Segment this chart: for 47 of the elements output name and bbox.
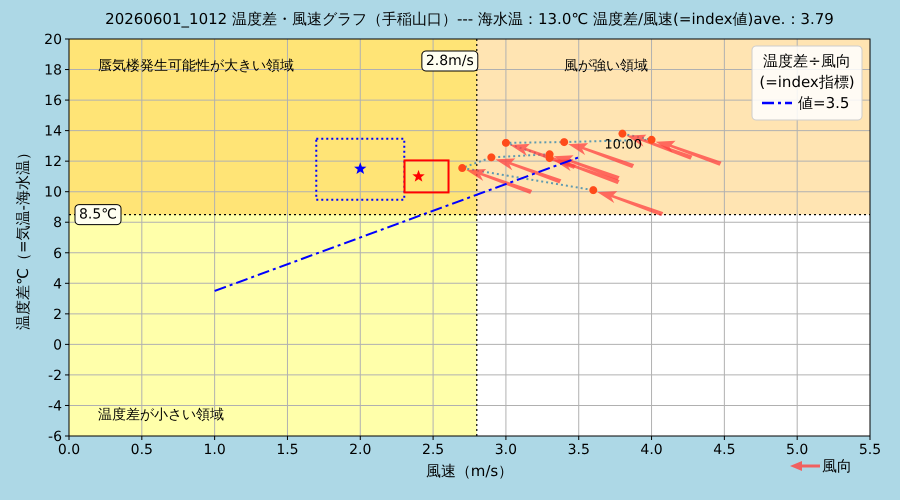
x-tick-label: 5.0 bbox=[786, 442, 808, 458]
annotation: 風が強い領域 bbox=[564, 58, 648, 74]
y-tick-label: 16 bbox=[44, 93, 62, 110]
point bbox=[589, 186, 598, 194]
point bbox=[487, 153, 496, 162]
x-tick-label: 1.0 bbox=[204, 442, 226, 458]
y-tick-label: 10 bbox=[44, 184, 62, 201]
y-tick-label: 6 bbox=[53, 246, 62, 262]
x-tick-label: 3.0 bbox=[494, 442, 518, 458]
point bbox=[502, 138, 510, 147]
y-tick-label: 14 bbox=[44, 124, 62, 140]
ref-line-label: 8.5℃ bbox=[79, 206, 117, 223]
x-tick-label: 2.5 bbox=[422, 442, 444, 458]
x-tick-label: 5.5 bbox=[858, 442, 882, 458]
y-tick-label: 8 bbox=[53, 215, 62, 232]
y-tick-label: 4 bbox=[53, 276, 62, 292]
y-tick-label: 18 bbox=[44, 62, 62, 79]
x-tick-label: 3.5 bbox=[568, 442, 590, 458]
y-tick-label: -4 bbox=[48, 398, 62, 414]
x-tick-label: 1.5 bbox=[276, 442, 299, 458]
point bbox=[560, 138, 568, 146]
x-tick-label: 0.0 bbox=[58, 442, 80, 458]
point bbox=[458, 164, 466, 172]
annotation: 蜃気楼発生可能性が大きい領域 bbox=[98, 58, 294, 74]
x-axis-title: 風速（m/s） bbox=[426, 462, 514, 480]
y-tick-label: -6 bbox=[48, 429, 62, 445]
point bbox=[354, 162, 366, 174]
x-tick-label: 2.0 bbox=[349, 442, 372, 458]
chart-title: 20260601_1012 温度差・風速グラフ（手稲山口）--- 海水温：13.0℃ 温度差/風速(=index値)ave.：3.79 bbox=[105, 10, 834, 28]
y-axis-title: 温度差℃（=気温-海水温） bbox=[14, 145, 32, 330]
point bbox=[648, 136, 656, 144]
legend-label: 値=3.5 bbox=[798, 94, 850, 112]
text: 風向 bbox=[822, 457, 852, 475]
y-tick-label: -2 bbox=[48, 368, 62, 384]
y-tick-label: 12 bbox=[44, 154, 62, 170]
y-tick-label: 0 bbox=[53, 337, 62, 354]
ref-line-label: 2.8m/s bbox=[426, 53, 474, 69]
x-tick-label: 4.0 bbox=[640, 442, 663, 458]
x-tick-label: 4.5 bbox=[713, 442, 736, 458]
point bbox=[618, 130, 626, 138]
x-tick-label: 0.5 bbox=[130, 442, 153, 458]
legend-title: 温度差÷風向 (=index指標) bbox=[759, 52, 855, 91]
y-tick-label: 20 bbox=[44, 32, 62, 48]
point bbox=[412, 170, 425, 182]
annotation: 温度差が小さい領域 bbox=[98, 407, 224, 423]
annotation: 10:00 bbox=[604, 138, 642, 153]
y-tick-label: 2 bbox=[53, 306, 62, 323]
